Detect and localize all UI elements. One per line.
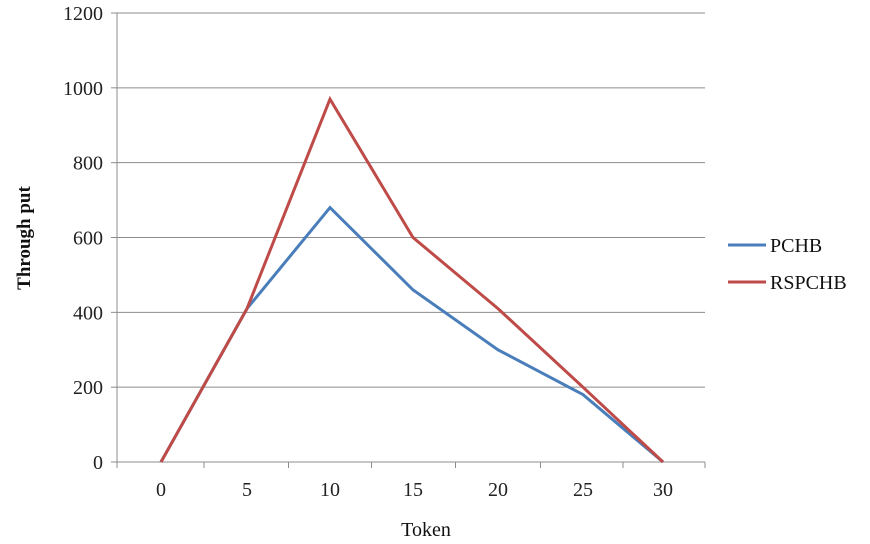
x-tick-label: 20 — [488, 479, 508, 501]
x-tick-label: 30 — [653, 479, 673, 501]
x-tick-label: 15 — [403, 479, 423, 501]
y-tick-label: 400 — [73, 302, 103, 324]
grid-lines — [117, 12, 705, 388]
x-tick-label: 25 — [573, 479, 593, 501]
y-tick-label: 1000 — [63, 78, 103, 100]
tick-labels: 0 200 400 600 800 1000 1200 0 5 10 15 20 25 30 — [63, 3, 673, 501]
legend-label: RSPCHB — [770, 272, 847, 294]
series-line-pchb — [159, 205, 664, 464]
axes — [111, 12, 706, 468]
x-tick-label: 5 — [242, 479, 252, 501]
series-line-rspchb — [159, 95, 665, 464]
y-tick-label: 1200 — [63, 3, 103, 25]
x-tick-label: 0 — [156, 479, 166, 501]
y-tick-label: 0 — [93, 452, 103, 474]
y-tick-label: 600 — [73, 228, 103, 250]
y-tick-label: 200 — [73, 377, 103, 399]
x-axis-title: Token — [401, 519, 451, 541]
x-tick-label: 10 — [320, 479, 340, 501]
legend: PCHB RSPCHB — [728, 235, 847, 294]
y-tick-label: 800 — [73, 153, 103, 175]
legend-label: PCHB — [770, 235, 822, 257]
series-lines — [159, 95, 665, 464]
y-axis-title: Through put — [14, 185, 35, 289]
